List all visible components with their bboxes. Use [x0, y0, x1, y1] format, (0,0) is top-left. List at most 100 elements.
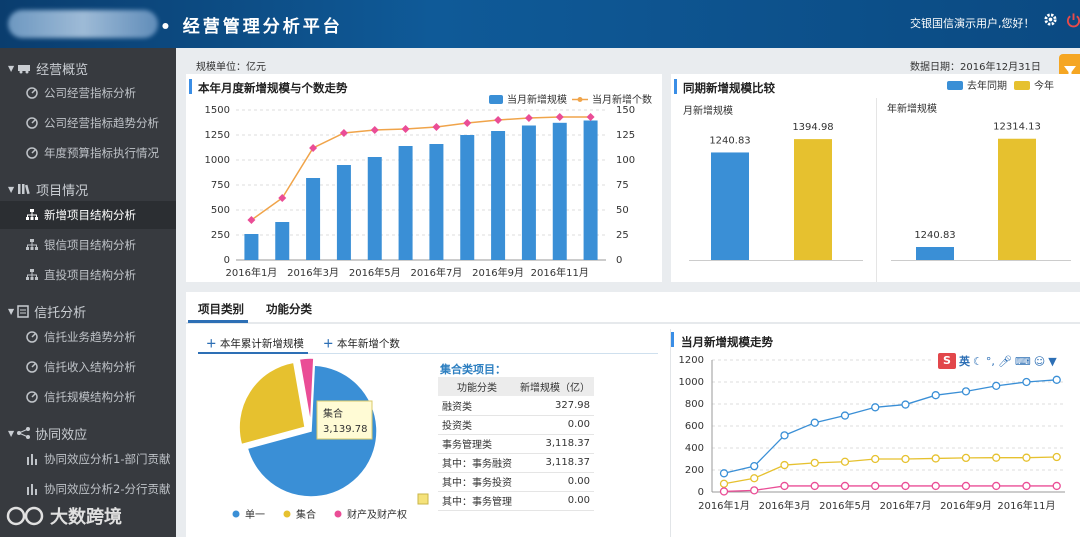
- line-point: [871, 403, 880, 412]
- user-greeting: 交银国信演示用户,您好！: [910, 17, 1035, 30]
- line-point: [780, 431, 789, 440]
- y-tick-label: 200: [685, 465, 704, 476]
- sidebar-group-projects[interactable]: ▼ 项目情况: [8, 179, 88, 199]
- sidebar-item-budget[interactable]: 年度预算指标执行情况: [0, 139, 176, 167]
- table-row: 事务管理类 3,118.37: [438, 434, 594, 454]
- line-point: [992, 381, 1001, 390]
- keyboard-icon[interactable]: ⌨: [1014, 354, 1031, 368]
- line-point: [840, 481, 850, 491]
- line-point: [719, 469, 729, 478]
- y2-tick-label: 0: [616, 255, 622, 266]
- tab-bar: 项目类别 功能分类: [186, 292, 1080, 324]
- power-icon[interactable]: [1066, 12, 1080, 31]
- y2-tick-label: 150: [616, 105, 635, 116]
- sidebar-item-company-indicators[interactable]: 公司经营指标分析: [0, 79, 176, 107]
- sidebar-item-label: 新增项目结构分析: [44, 208, 136, 222]
- sidebar-group-trust[interactable]: ▼ 信托分析: [8, 301, 86, 321]
- table-cell: 融资类: [438, 396, 516, 416]
- y-tick-label: 250: [211, 230, 230, 241]
- org-chart-icon: [26, 209, 38, 220]
- x-tick-label: 2016年5月: [819, 499, 871, 512]
- line-point: [961, 453, 971, 463]
- bar-chart-icon: [27, 454, 37, 465]
- bar: [460, 135, 475, 260]
- tab-function-category[interactable]: 功能分类: [266, 302, 312, 316]
- sidebar-item-trust-trend[interactable]: 信托业务趋势分析: [0, 323, 176, 351]
- subtab-cumulative-scale[interactable]: ＋ 本年累计新增规模: [206, 336, 304, 351]
- line-point: [1022, 377, 1031, 387]
- gauge-icon: [26, 147, 38, 159]
- legend-swatch: [947, 81, 963, 90]
- sogou-icon: S: [938, 353, 956, 369]
- gauge-icon: [26, 87, 38, 99]
- microphone-icon[interactable]: 🎤︎: [997, 354, 1012, 368]
- line-point: [555, 113, 564, 121]
- sidebar-group-overview[interactable]: ▼ 经营概览: [8, 58, 88, 78]
- y-tick-label: 0: [224, 255, 230, 266]
- line-point: [309, 144, 318, 152]
- sidebar-item-label: 信托业务趋势分析: [44, 330, 136, 344]
- sidebar-group-label: 经营概览: [36, 62, 89, 78]
- tooltip-box: [316, 400, 373, 440]
- punctuation-icon[interactable]: °,: [985, 354, 995, 368]
- line-point: [871, 481, 880, 491]
- line-point: [780, 460, 789, 470]
- sidebar-item-trust-scale[interactable]: 信托规模结构分析: [0, 383, 176, 411]
- panel-accent: [189, 79, 192, 94]
- table-cell: 其中：事务融资: [438, 453, 516, 473]
- sidebar-item-trust-income[interactable]: 信托收入结构分析: [0, 353, 176, 381]
- shirt-icon[interactable]: ▼: [1048, 354, 1057, 368]
- user-icon[interactable]: ☺: [1033, 354, 1046, 368]
- subtab-new-count[interactable]: ＋ 本年新增个数: [323, 336, 400, 351]
- app-header: • 经营管理分析平台 交银国信演示用户,您好！: [0, 0, 1080, 48]
- moon-icon[interactable]: ☾: [973, 354, 983, 368]
- caret-down-icon: ▼: [8, 184, 15, 194]
- bar: [998, 138, 1036, 260]
- sidebar-item-synergy-branch[interactable]: 协同效应分析2-分行贡献: [0, 475, 176, 503]
- main-content: 规模单位：亿元 数据日期：2016年12月31日 本年月度新增规模与个数走势 0…: [176, 48, 1080, 537]
- sidebar-item-label: 公司经营指标趋势分析: [44, 116, 159, 130]
- bar: [583, 120, 598, 260]
- document-icon: [17, 304, 29, 318]
- line-point: [810, 418, 819, 427]
- sidebar-group-synergy[interactable]: ▼ 协同效应: [8, 423, 87, 443]
- gear-icon[interactable]: [1043, 12, 1058, 30]
- sidebar-item-new-projects[interactable]: 新增项目结构分析: [0, 201, 176, 229]
- x-tick-label: 2016年5月: [349, 266, 401, 279]
- data-label: 1394.98: [792, 122, 833, 133]
- line-point: [401, 125, 410, 133]
- tooltip-title: 集合: [323, 407, 343, 420]
- y-tick-label: 1250: [205, 130, 230, 141]
- table-cell: 其中：事务管理: [438, 491, 516, 511]
- line-point: [901, 454, 910, 464]
- line-point: [992, 481, 1001, 491]
- ime-language[interactable]: 英: [959, 355, 970, 368]
- line-point: [931, 481, 940, 491]
- sidebar-item-bank-trust[interactable]: 银信项目结构分析: [0, 231, 176, 259]
- line-point: [586, 113, 595, 121]
- ime-toolbar[interactable]: S 英 ☾ °, 🎤︎ ⌨ ☺ ▼: [934, 352, 1080, 370]
- books-icon: [18, 184, 30, 195]
- tab-project-category[interactable]: 项目类别: [198, 302, 244, 316]
- bar: [552, 122, 567, 260]
- trend-panel: 本年月度新增规模与个数走势 0 250 500 750 1000 1250 1500 0 25 5…: [186, 74, 662, 282]
- sidebar-item-indicator-trend[interactable]: 公司经营指标趋势分析: [0, 109, 176, 137]
- section-divider: [670, 329, 671, 537]
- table-cell: 0.00: [516, 491, 594, 511]
- line-point: [719, 487, 729, 496]
- compare-panel-title: 同期新增规模比较: [683, 81, 775, 95]
- tooltip-value: 3,139.78: [323, 424, 368, 435]
- pie-slice: [238, 361, 306, 446]
- sidebar-item-label: 协同效应分析2-分行贡献: [44, 482, 171, 496]
- y2-tick-label: 100: [616, 155, 635, 166]
- sidebar-item-label: 直投项目结构分析: [44, 268, 136, 282]
- line-point: [278, 194, 287, 202]
- pie-slice: [298, 357, 315, 425]
- legend-swatch: [577, 97, 583, 102]
- sidebar-item-direct-invest[interactable]: 直投项目结构分析: [0, 261, 176, 289]
- sidebar-item-synergy-dept[interactable]: 协同效应分析1-部门贡献: [0, 445, 176, 473]
- company-logo: [8, 10, 158, 38]
- org-chart-icon: [26, 269, 38, 280]
- gauge-icon: [26, 117, 38, 129]
- sidebar-group-label: 信托分析: [34, 305, 87, 321]
